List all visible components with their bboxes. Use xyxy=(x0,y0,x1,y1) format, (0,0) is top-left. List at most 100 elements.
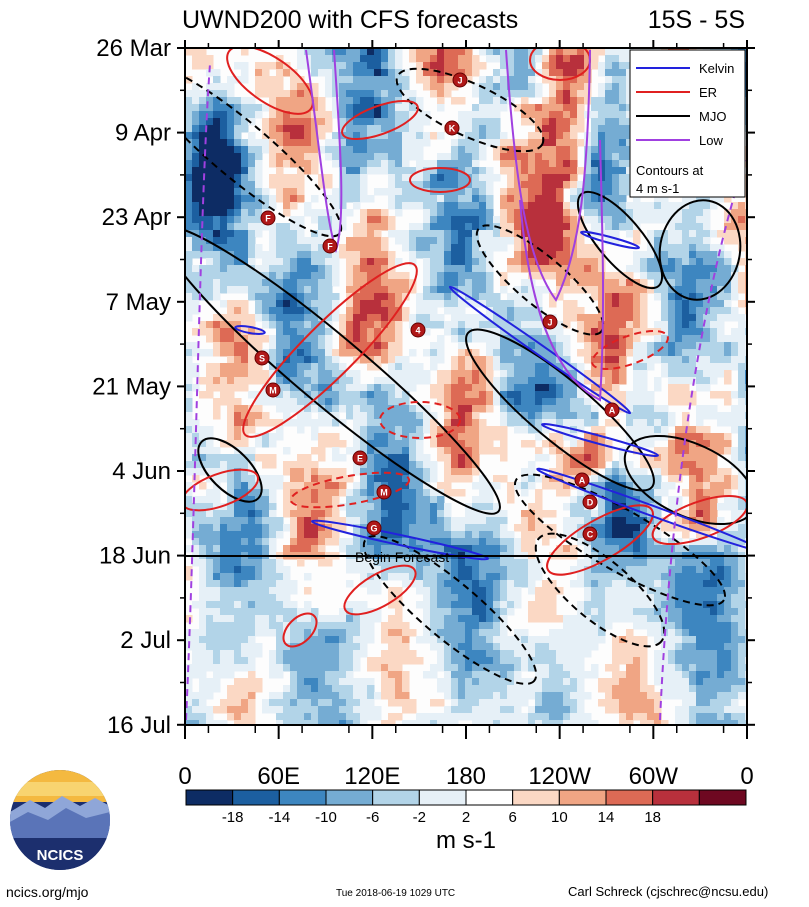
heat-cell xyxy=(185,265,193,273)
heat-cell xyxy=(563,426,571,434)
heat-cell xyxy=(283,489,291,497)
heat-cell xyxy=(269,83,277,91)
heat-cell xyxy=(451,314,459,322)
heat-cell xyxy=(395,76,403,84)
heat-cell xyxy=(465,559,473,567)
heat-cell xyxy=(206,510,214,518)
heat-cell xyxy=(444,531,452,539)
heat-cell xyxy=(430,167,438,175)
heat-cell xyxy=(311,496,319,504)
heat-cell xyxy=(696,405,704,413)
heat-cell xyxy=(493,97,501,105)
heat-cell xyxy=(444,300,452,308)
heat-cell xyxy=(696,482,704,490)
heat-cell xyxy=(234,251,242,259)
heat-cell xyxy=(647,405,655,413)
heat-cell xyxy=(185,90,193,98)
heat-cell xyxy=(325,55,333,63)
heat-cell xyxy=(598,69,606,77)
heat-cell xyxy=(584,160,592,168)
heat-cell xyxy=(577,496,585,504)
heat-cell xyxy=(318,230,326,238)
heat-cell xyxy=(724,195,732,203)
heat-cell xyxy=(367,363,375,371)
heat-cell xyxy=(255,510,263,518)
heat-cell xyxy=(367,76,375,84)
heat-cell xyxy=(325,405,333,413)
heat-cell xyxy=(283,244,291,252)
heat-cell xyxy=(493,482,501,490)
heat-cell xyxy=(738,230,746,238)
heat-cell xyxy=(472,419,480,427)
heat-cell xyxy=(304,398,312,406)
heat-cell xyxy=(227,440,235,448)
heat-cell xyxy=(283,146,291,154)
heat-cell xyxy=(717,300,725,308)
heat-cell xyxy=(731,405,739,413)
heat-cell xyxy=(493,76,501,84)
heat-cell xyxy=(290,349,298,357)
heat-cell xyxy=(234,125,242,133)
heat-cell xyxy=(528,377,536,385)
heat-cell xyxy=(311,482,319,490)
heat-cell xyxy=(724,356,732,364)
heat-cell xyxy=(738,405,746,413)
heat-cell xyxy=(458,237,466,245)
heat-cell xyxy=(640,272,648,280)
heat-cell xyxy=(577,90,585,98)
heat-cell xyxy=(591,321,599,329)
heat-cell xyxy=(703,384,711,392)
heat-cell xyxy=(451,433,459,441)
heat-cell xyxy=(248,531,256,539)
heat-cell xyxy=(192,160,200,168)
heat-cell xyxy=(367,258,375,266)
heat-cell xyxy=(367,475,375,483)
heat-cell xyxy=(563,482,571,490)
heat-cell xyxy=(185,377,193,385)
heat-cell xyxy=(486,174,494,182)
heat-cell xyxy=(682,335,690,343)
heat-cell xyxy=(318,454,326,462)
heat-cell xyxy=(367,272,375,280)
heat-cell xyxy=(381,524,389,532)
heat-cell xyxy=(633,293,641,301)
heat-cell xyxy=(605,69,613,77)
heat-cell xyxy=(493,125,501,133)
heat-cell xyxy=(430,62,438,70)
heat-cell xyxy=(304,461,312,469)
heat-cell xyxy=(577,405,585,413)
heat-cell xyxy=(430,286,438,294)
heat-cell xyxy=(472,202,480,210)
heat-cell xyxy=(381,111,389,119)
heat-cell xyxy=(486,132,494,140)
heat-cell xyxy=(311,97,319,105)
heat-cell xyxy=(612,237,620,245)
heat-cell xyxy=(318,496,326,504)
heat-cell xyxy=(472,503,480,511)
heat-cell xyxy=(444,517,452,525)
heat-cell xyxy=(360,279,368,287)
heat-cell xyxy=(374,223,382,231)
heat-cell xyxy=(717,265,725,273)
heat-cell xyxy=(227,328,235,336)
heat-cell xyxy=(647,272,655,280)
heat-cell xyxy=(500,314,508,322)
heat-cell xyxy=(367,461,375,469)
heat-cell xyxy=(283,258,291,266)
heat-cell xyxy=(220,104,228,112)
heat-cell xyxy=(521,69,529,77)
heat-cell xyxy=(521,195,529,203)
heat-cell xyxy=(521,363,529,371)
heat-cell xyxy=(353,503,361,511)
heat-cell xyxy=(304,356,312,364)
heat-cell xyxy=(332,405,340,413)
heat-cell xyxy=(486,538,494,546)
heat-cell xyxy=(220,559,228,567)
heat-cell xyxy=(388,426,396,434)
heat-cell xyxy=(262,286,270,294)
heat-cell xyxy=(486,356,494,364)
heat-cell xyxy=(234,349,242,357)
heat-cell xyxy=(199,279,207,287)
heat-cell xyxy=(514,538,522,546)
heat-cell xyxy=(220,461,228,469)
